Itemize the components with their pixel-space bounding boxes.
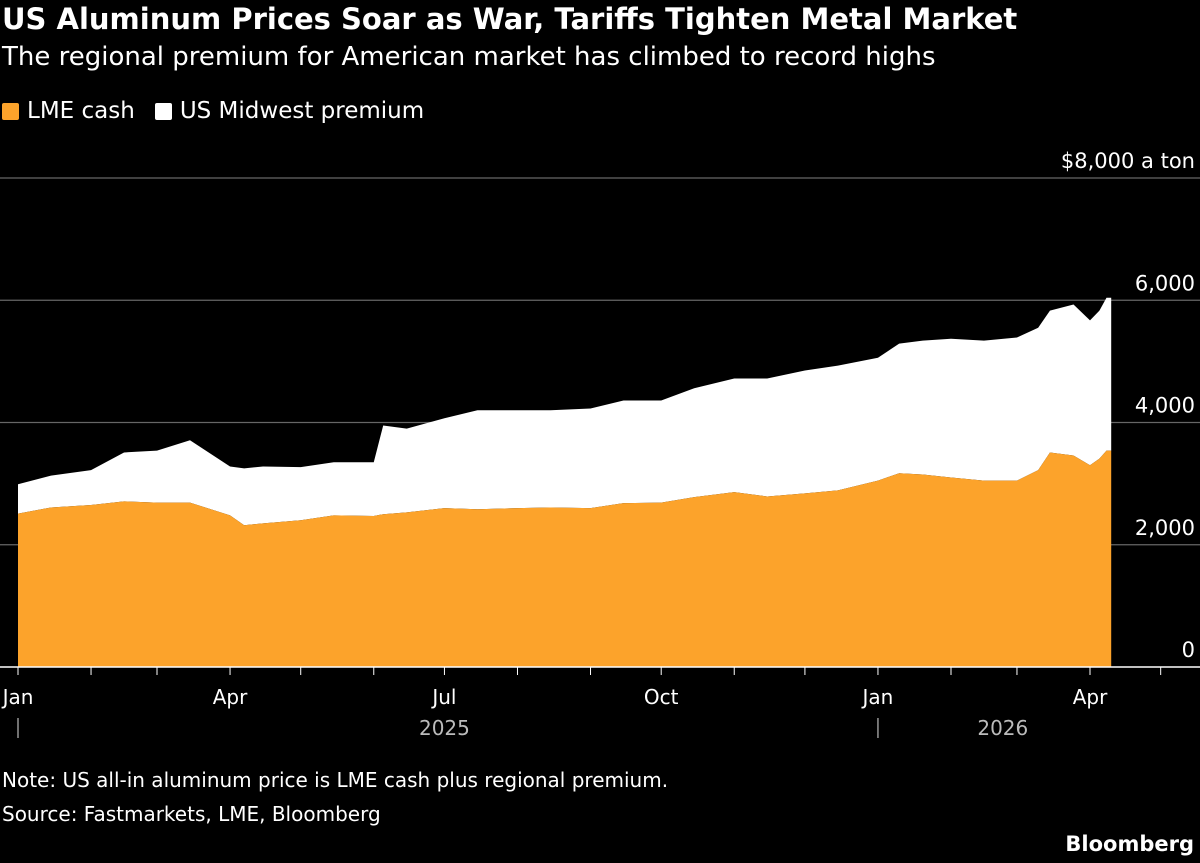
chart-title: US Aluminum Prices Soar as War, Tariffs … [2,2,1018,36]
y-tick-label: $8,000 a ton [1061,149,1195,173]
y-tick-label: 4,000 [1135,394,1195,418]
x-tick-label: Oct [644,685,679,709]
legend-swatch-lme [2,102,19,120]
x-tick-label: Jan [861,685,894,709]
x-tick-label: Jan [1,685,34,709]
area-lme-cash [18,450,1112,667]
y-tick-label: 6,000 [1135,271,1195,295]
y-tick-label: 0 [1182,638,1195,662]
legend-item-premium: US Midwest premium [154,98,425,124]
legend-swatch-premium [154,102,172,120]
x-tick-label: Jul [430,685,456,709]
chart-subtitle: The regional premium for American market… [2,42,936,72]
x-tick-label: Apr [213,685,248,709]
bloomberg-logo: Bloomberg [1065,832,1194,856]
chart-source: Source: Fastmarkets, LME, Bloomberg [2,802,381,826]
y-tick-label: 2,000 [1135,516,1195,540]
chart-note: Note: US all-in aluminum price is LME ca… [2,768,669,792]
year-label: 2025 [419,716,470,740]
legend: LME cash US Midwest premium [2,98,424,124]
legend-item-lme: LME cash [2,98,135,124]
legend-label-lme: LME cash [27,98,135,124]
year-label: 2026 [977,716,1028,740]
legend-label-premium: US Midwest premium [179,98,425,124]
area-us-midwest-premium [18,297,1112,526]
x-tick-label: Apr [1073,685,1108,709]
